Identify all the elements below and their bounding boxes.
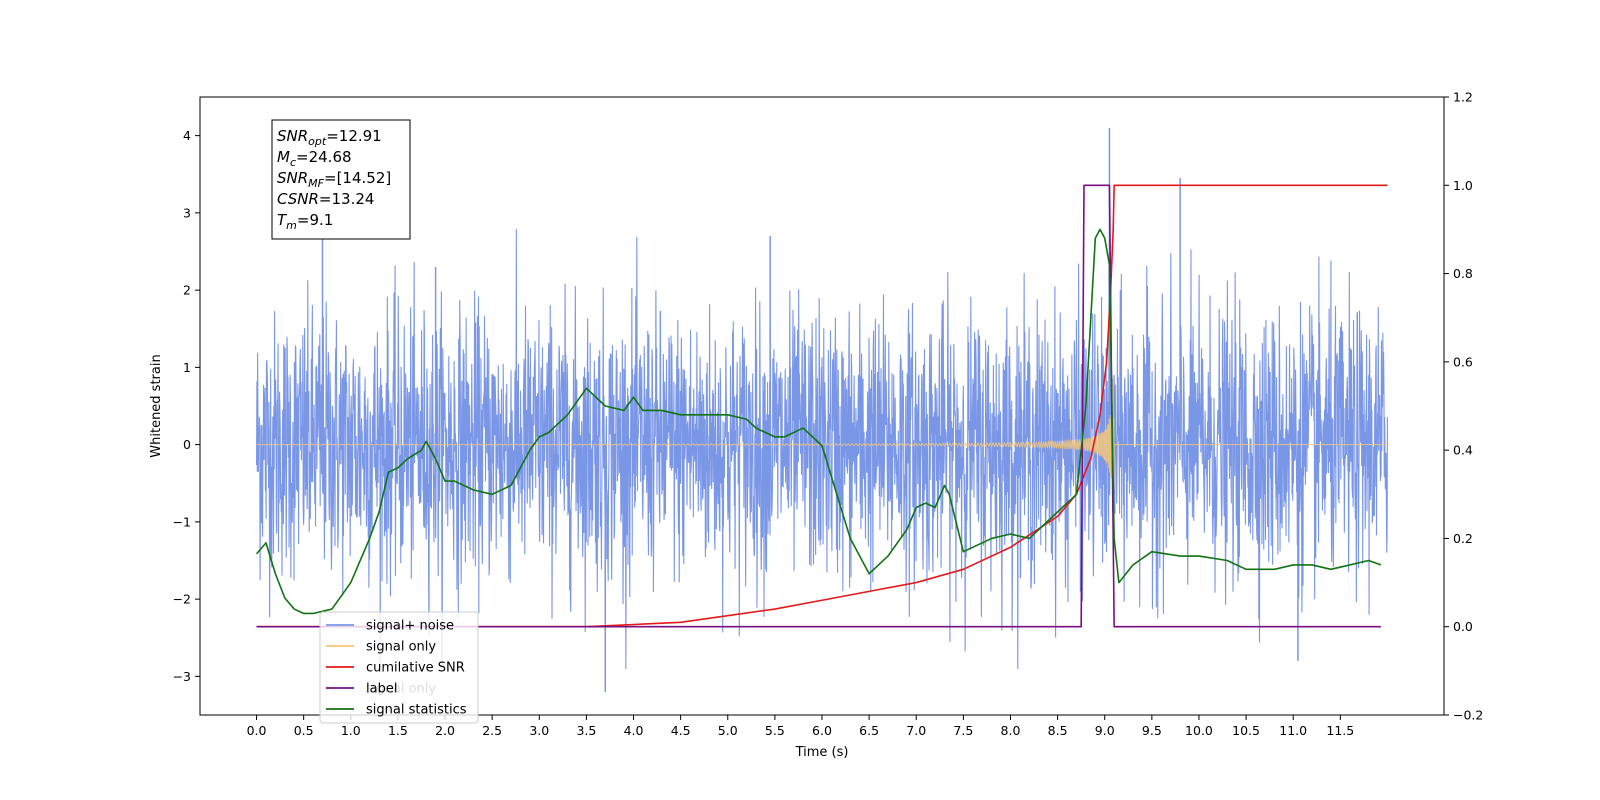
x-axis: 0.0 0.5 1.0 1.5 2.0 2.5 3.0 3.5 4.0 4.5 5.0 5.5 6.0 6… (247, 715, 1354, 738)
annotation-symbol: M (277, 148, 290, 166)
series-signal-statistics-line (255, 228, 1382, 615)
annotation-line: SNRMF=[14.52] (277, 169, 391, 190)
legend-label: cumilative SNR (366, 661, 465, 676)
annotation-value: =[14.52] (324, 169, 391, 187)
legend-label: label (366, 682, 397, 697)
y-axis-label: Whitened strain (149, 354, 164, 457)
y-axis-left: 4 3 2 1 0 −1 −2 −3 (173, 128, 200, 684)
series-label-line (256, 184, 1381, 628)
annotation-value: =12.91 (326, 127, 382, 145)
annotation-line: Tm=9.1 (277, 211, 333, 232)
legend-label: signal statistics (366, 703, 467, 718)
annotation-subscript: opt (308, 135, 327, 148)
x-axis-label: Time (s) (795, 745, 849, 760)
x-tick-label: 2.5 (482, 723, 502, 738)
x-tick-label: 1.0 (341, 723, 361, 738)
x-tick-label: 7.0 (906, 723, 926, 738)
x-tick-label: 5.5 (765, 723, 785, 738)
x-tick-label: 7.5 (953, 723, 973, 738)
series-cumulative-snr-line (256, 184, 1388, 628)
x-tick-label: 3.0 (529, 723, 549, 738)
y-left-tick-label: −3 (173, 669, 191, 684)
annotation-line: Mc=24.68 (277, 148, 352, 169)
annotation-subscript: MF (308, 177, 324, 190)
plot-area (255, 127, 1388, 692)
x-tick-label: 2.0 (435, 723, 455, 738)
legend-ghost-label: signal statistics (366, 703, 467, 718)
legend-label: signal only (366, 640, 436, 655)
annotation-subscript: c (290, 156, 296, 169)
annotation-symbol: T (277, 211, 288, 229)
y-left-tick-label: 2 (183, 283, 191, 298)
legend-ghost-label: signal only (366, 682, 436, 697)
y-left-tick-label: 1 (183, 360, 191, 375)
annotation-value: =9.1 (297, 211, 333, 229)
x-tick-label: 0.0 (247, 723, 267, 738)
series-signal-noise-line (256, 229, 1388, 670)
y-right-tick-label: 1.0 (1453, 178, 1473, 193)
x-tick-label: 11.5 (1326, 723, 1354, 738)
annotation-box: SNRopt=12.91Mc=24.68SNRMF=[14.52]CSNR=13… (271, 119, 411, 240)
legend-frame (319, 611, 479, 724)
annotation-frame (271, 119, 411, 240)
y-left-tick-label: −1 (173, 514, 191, 529)
annotation-line: SNRopt=12.91 (277, 127, 382, 148)
x-tick-label: 9.5 (1142, 723, 1162, 738)
y-right-tick-label: 0.8 (1453, 266, 1473, 281)
y-right-tick-label: 0.4 (1453, 443, 1473, 458)
y-axis-right: 1.2 1.0 0.8 0.6 0.4 0.2 0.0 −0.2 (1444, 90, 1483, 723)
x-tick-label: 5.0 (718, 723, 738, 738)
legend-label: signal+ noise (366, 619, 454, 634)
y-right-tick-label: 0.0 (1453, 619, 1473, 634)
y-right-tick-label: 1.2 (1453, 90, 1473, 105)
x-tick-label: 6.5 (859, 723, 879, 738)
x-tick-label: 0.5 (294, 723, 314, 738)
x-tick-label: 1.5 (388, 723, 408, 738)
y-left-tick-label: 0 (183, 437, 191, 452)
legend: signal only signal statistics signal+ nois… (319, 611, 479, 724)
annotation-value: =24.68 (296, 148, 352, 166)
y-right-tick-label: 0.6 (1453, 354, 1473, 369)
annotation-line: CSNR=13.24 (277, 190, 374, 208)
x-tick-label: 4.0 (624, 723, 644, 738)
annotation-subscript: m (286, 219, 297, 232)
annotation-symbol: CSNR (277, 190, 319, 208)
x-tick-label: 8.5 (1048, 723, 1068, 738)
y-right-tick-label: −0.2 (1453, 708, 1483, 723)
y-right-tick-label: 0.2 (1453, 531, 1473, 546)
y-left-tick-label: 3 (183, 205, 191, 220)
x-tick-label: 11.0 (1279, 723, 1307, 738)
annotation-symbol: SNR (277, 169, 308, 187)
y-left-tick-label: −2 (173, 592, 191, 607)
annotation-symbol: SNR (277, 127, 308, 145)
x-tick-label: 10.5 (1232, 723, 1260, 738)
y-left-tick-label: 4 (183, 128, 191, 143)
x-tick-label: 3.5 (576, 723, 596, 738)
x-tick-label: 6.0 (812, 723, 832, 738)
annotation-value: =13.24 (319, 190, 375, 208)
x-tick-label: 9.0 (1095, 723, 1115, 738)
x-tick-label: 8.0 (1001, 723, 1021, 738)
x-tick-label: 4.5 (671, 723, 691, 738)
x-tick-label: 10.0 (1185, 723, 1213, 738)
